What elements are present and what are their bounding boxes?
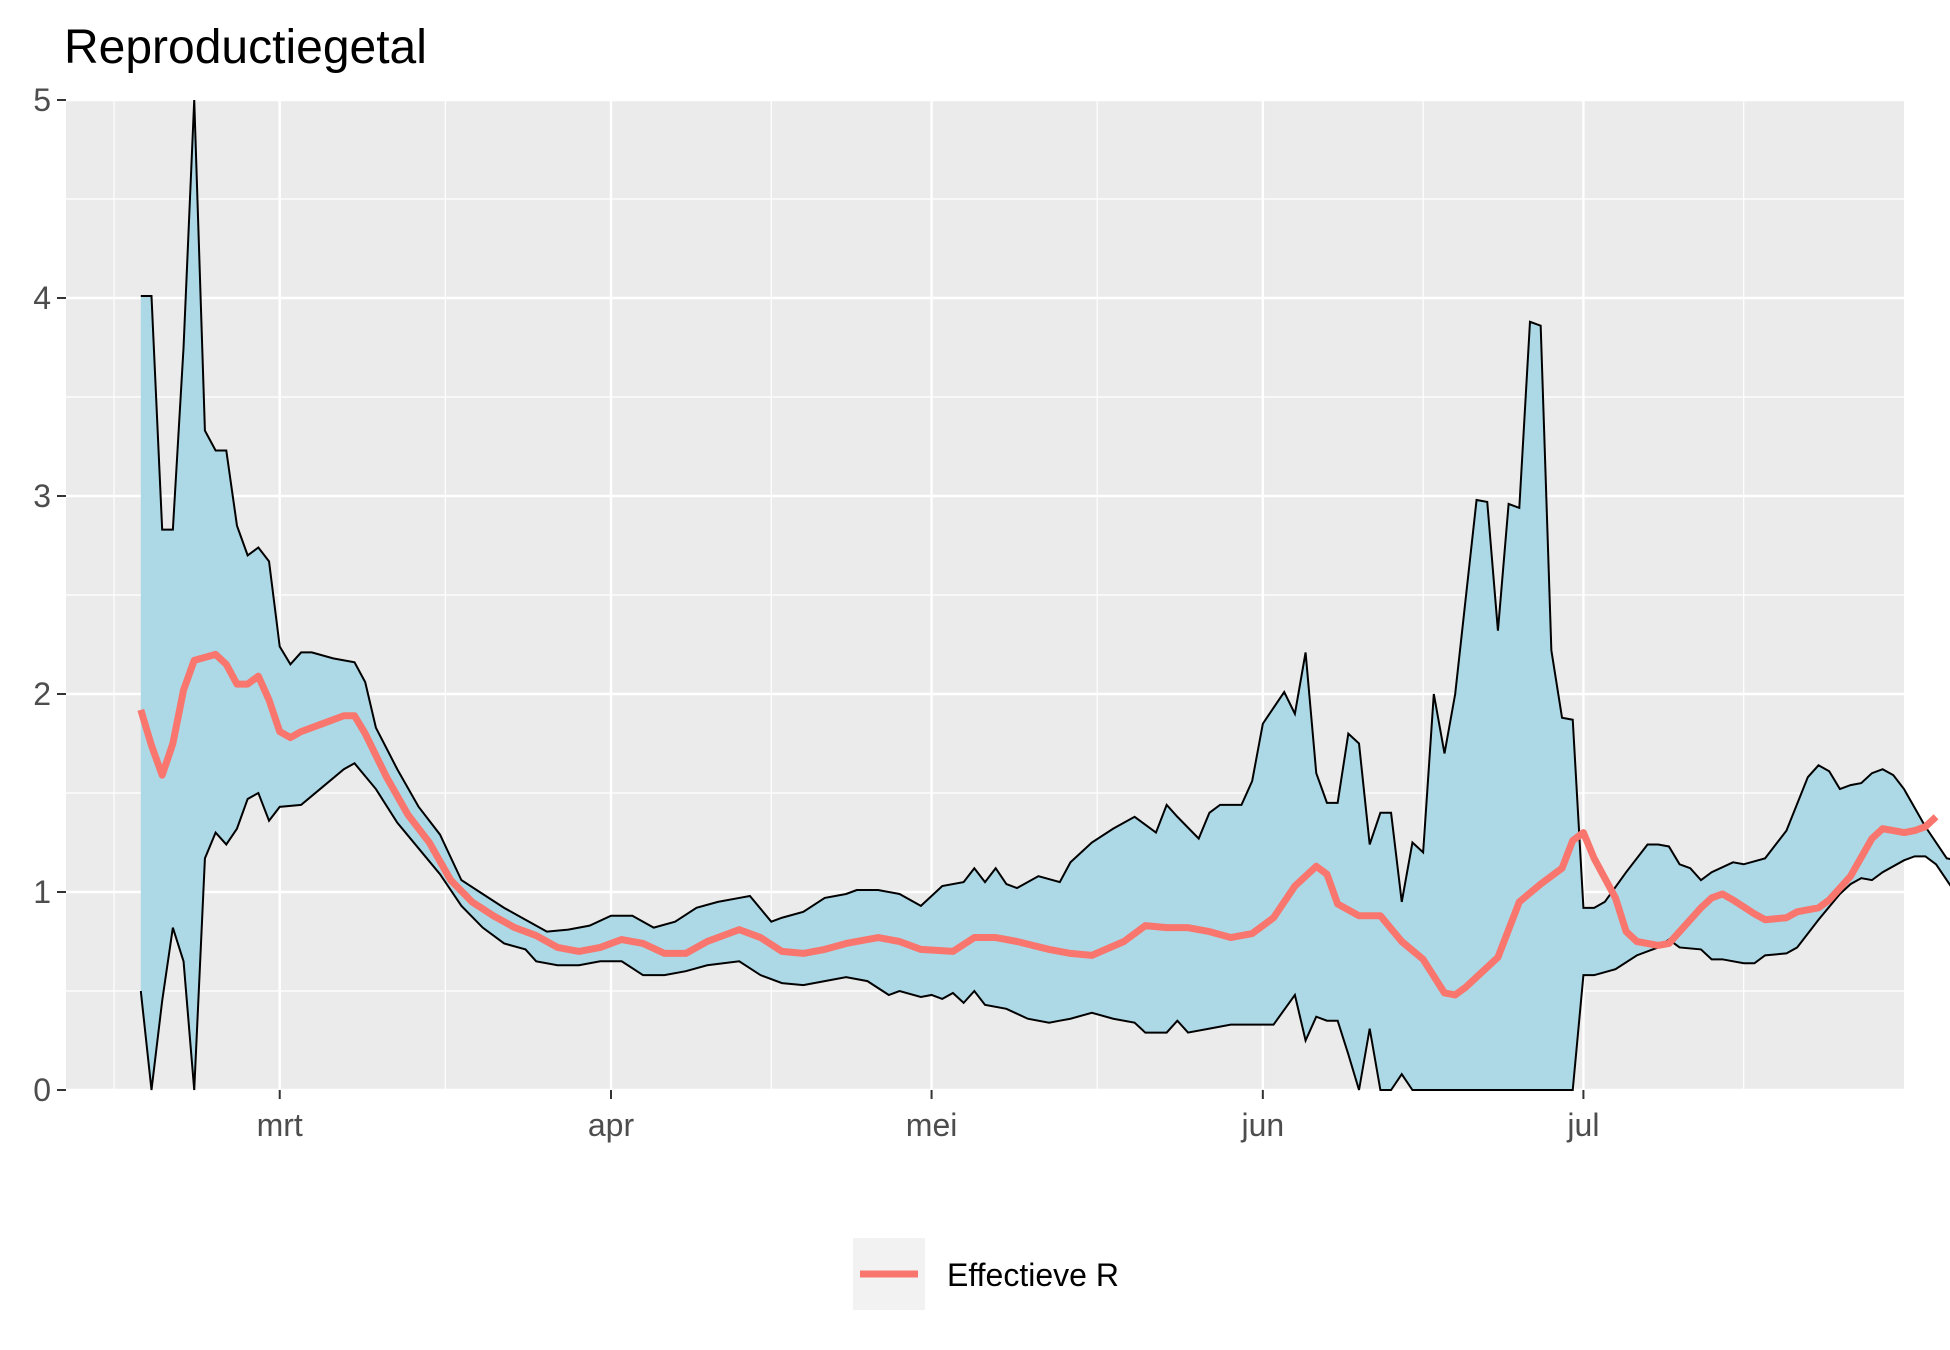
x-tick-label: jul (1566, 1107, 1599, 1143)
x-axis: mrt apr mei jun jul (257, 1090, 1599, 1143)
y-axis: 0 1 2 3 4 5 (33, 82, 66, 1108)
y-tick-label: 1 (33, 874, 51, 910)
lower-bound-line (139, 762, 1950, 1091)
y-tick-label: 5 (33, 82, 51, 118)
legend-label-effectieve-r: Effectieve R (947, 1257, 1119, 1293)
y-tick-label: 4 (33, 280, 51, 316)
x-tick-label: jun (1240, 1107, 1284, 1143)
x-tick-label: mei (906, 1107, 958, 1143)
confidence-band-area (140, 100, 1950, 1090)
chart-title: Reproductiegetal (64, 21, 427, 74)
y-tick-label: 3 (33, 478, 51, 514)
upper-bound-line (140, 99, 1950, 933)
y-tick-label: 0 (33, 1072, 51, 1108)
x-tick-label: apr (588, 1107, 635, 1143)
effectieve-r-line-layer (137, 650, 1939, 999)
x-tick-label: mrt (257, 1107, 303, 1143)
effectieve-r-line (137, 650, 1939, 999)
legend: Effectieve R (853, 1238, 1119, 1310)
confidence-band (139, 99, 1950, 1091)
y-tick-label: 2 (33, 676, 51, 712)
